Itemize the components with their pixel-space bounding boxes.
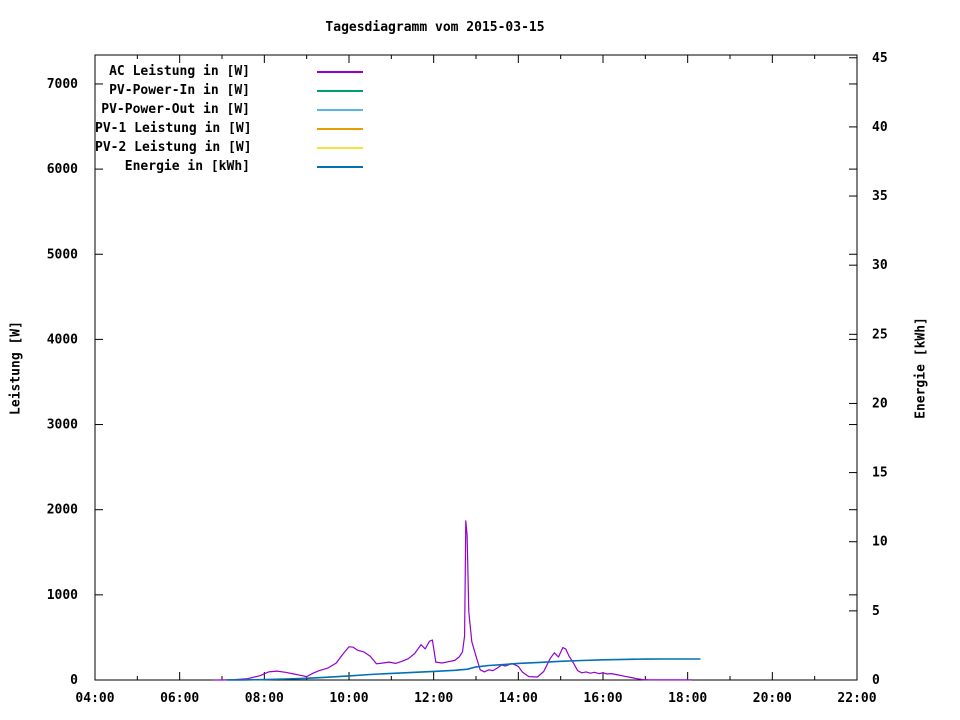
tick-label: 25 [872, 327, 888, 342]
tick-label: 20:00 [753, 691, 792, 706]
legend-line-swatch [317, 165, 363, 168]
tick-label: 2000 [47, 503, 78, 518]
tick-label: 1000 [47, 588, 78, 603]
legend-label: AC Leistung in [W] [109, 64, 250, 79]
tick-label: 35 [872, 189, 888, 204]
tick-label: 30 [872, 258, 888, 273]
tick-label: 08:00 [245, 691, 284, 706]
legend-line-swatch [317, 89, 363, 92]
tick-label: 4000 [47, 332, 78, 347]
legend-line-swatch [317, 70, 363, 73]
tick-label: 40 [872, 120, 888, 135]
tick-label: 22:00 [837, 691, 876, 706]
legend-label: PV-2 Leistung in [W] [95, 140, 252, 155]
legend-label: PV-Power-In in [W] [109, 83, 250, 98]
legend-label: PV-1 Leistung in [W] [95, 121, 252, 136]
tick-label: 45 [872, 51, 888, 66]
legend-entry: PV-Power-In in [W] [95, 81, 363, 100]
tick-label: 12:00 [414, 691, 453, 706]
tick-label: 10:00 [329, 691, 368, 706]
legend-line-swatch [317, 127, 363, 130]
tick-label: 16:00 [583, 691, 622, 706]
tick-label: 10 [872, 535, 888, 550]
legend-entry: PV-Power-Out in [W] [95, 100, 363, 119]
legend-entry: Energie in [kWh] [95, 157, 363, 176]
tick-label: 6000 [47, 162, 78, 177]
tick-label: 15 [872, 466, 888, 481]
series-line-5 [226, 658, 701, 681]
legend-entry: PV-2 Leistung in [W] [95, 138, 363, 157]
legend-entry: PV-1 Leistung in [W] [95, 119, 363, 138]
tick-label: 06:00 [160, 691, 199, 706]
legend-line-swatch [317, 108, 363, 111]
tick-label: 0 [872, 673, 880, 688]
tick-label: 0 [70, 673, 78, 688]
tick-label: 18:00 [668, 691, 707, 706]
tick-label: 14:00 [499, 691, 538, 706]
tick-label: 3000 [47, 418, 78, 433]
legend: AC Leistung in [W] PV-Power-In in [W] PV… [95, 62, 363, 176]
y-left-ticks: 0 1000 2000 3000 4000 5000 6000 7000 [47, 77, 857, 688]
legend-line-swatch [317, 146, 363, 149]
series-line-0 [213, 520, 692, 681]
legend-label: Energie in [kWh] [124, 159, 250, 174]
tick-label: 20 [872, 396, 888, 411]
legend-label: PV-Power-Out in [W] [101, 102, 250, 117]
tick-label: 7000 [47, 77, 78, 92]
legend-entry: AC Leistung in [W] [95, 62, 363, 81]
y-right-ticks: 0 5 10 15 20 25 30 35 40 45 [849, 51, 888, 688]
x-axis-ticks: 04:00 06:00 08:00 10:00 12:00 14:00 16:00 18:00… [75, 55, 877, 706]
tick-label: 04:00 [75, 691, 114, 706]
tick-label: 5 [872, 604, 880, 619]
tick-label: 5000 [47, 247, 78, 262]
chart-title: Tagesdiagramm vom 2015-03-15 [325, 20, 545, 35]
